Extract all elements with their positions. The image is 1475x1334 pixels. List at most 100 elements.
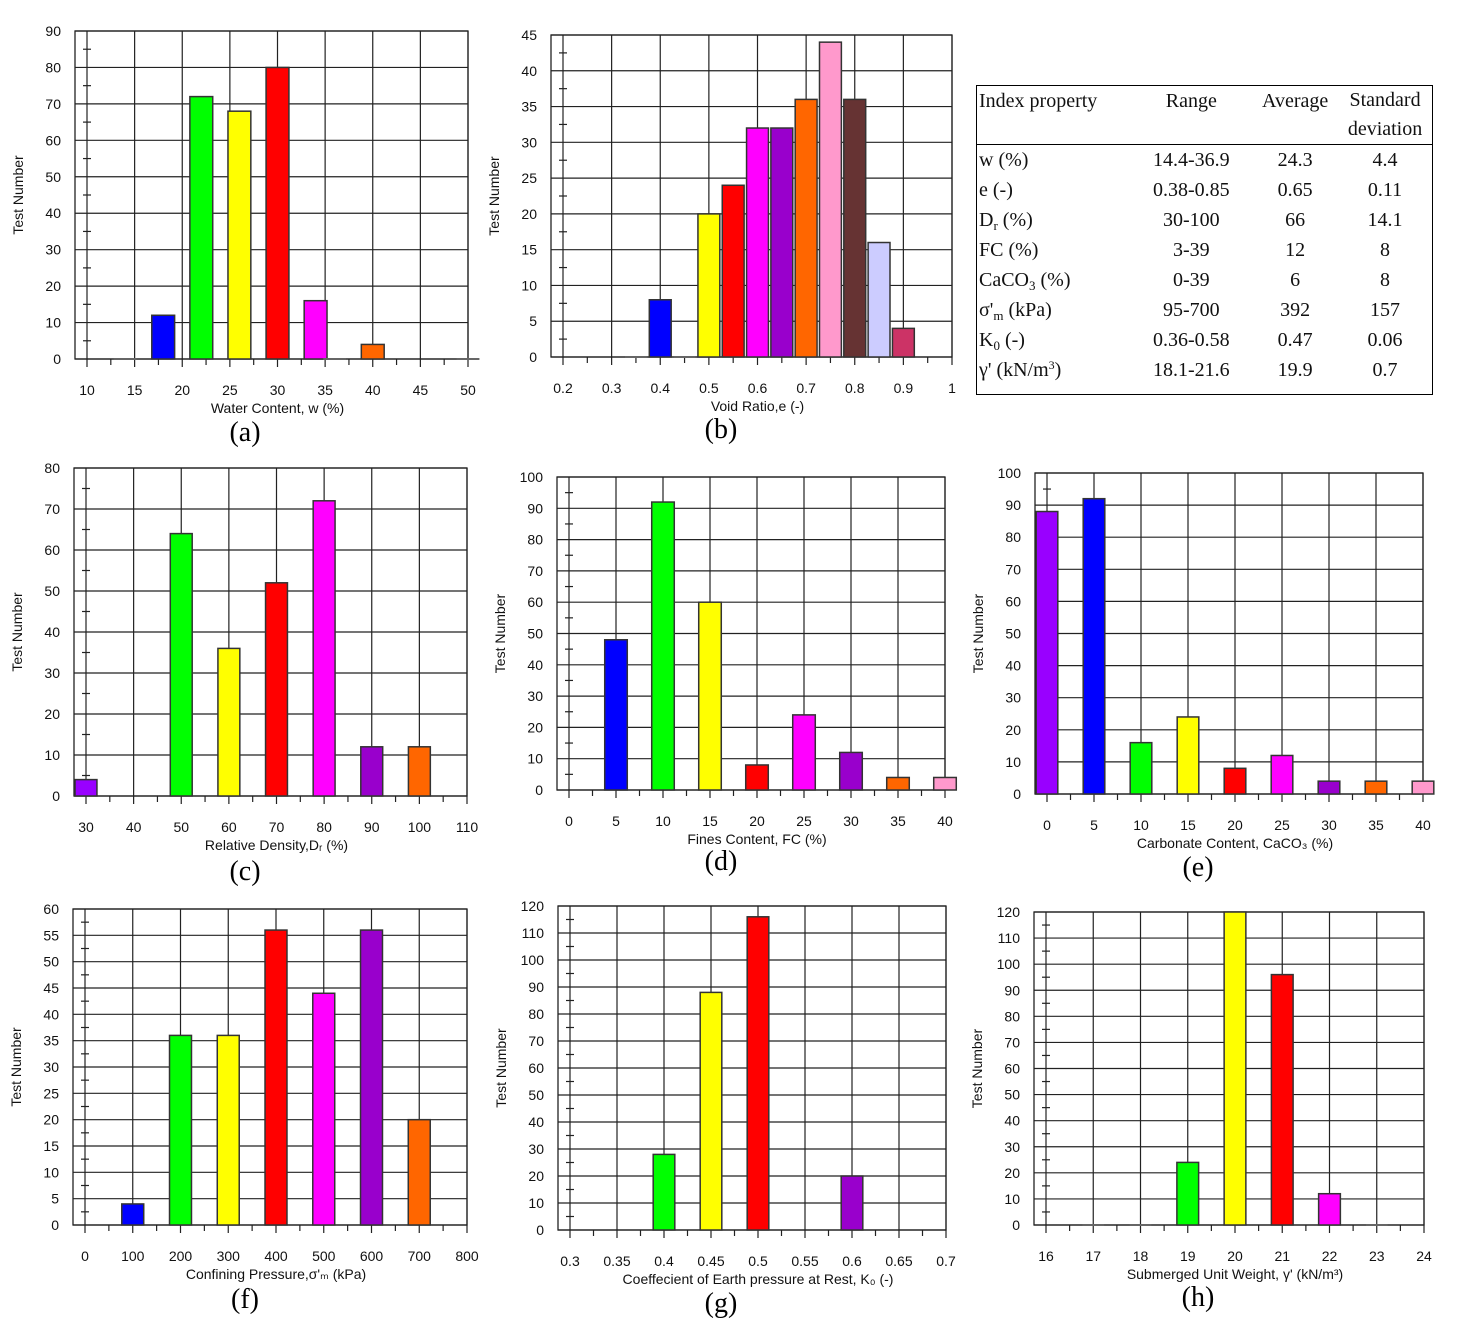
- bar: [1270, 754, 1294, 795]
- x-tick-label: 25: [1274, 817, 1290, 833]
- y-tick-label: 40: [1005, 658, 1021, 674]
- y-tick-label: 80: [45, 59, 61, 75]
- x-tick-label: 0.5: [699, 380, 719, 396]
- y-tick-label: 70: [45, 96, 61, 112]
- x-tick-label: 30: [1321, 817, 1337, 833]
- bar: [721, 184, 745, 358]
- header-index-property: Index property: [979, 90, 1098, 112]
- y-tick-label: 45: [43, 980, 59, 996]
- y-tick-label: 70: [44, 501, 60, 517]
- property-name: K0 (-): [977, 325, 1131, 355]
- bar: [840, 1175, 864, 1231]
- bar: [697, 213, 721, 358]
- x-axis-label: Water Content, w (%): [211, 400, 344, 416]
- range-cell: 95-700: [1163, 299, 1220, 321]
- y-tick-label: 110: [998, 930, 1021, 946]
- x-tick-label: 50: [173, 819, 189, 835]
- y-tick-label: 60: [528, 1060, 544, 1076]
- chart-g: 0.3 0.35 0.4 0.45 0.5 0.55 0.6 0.65 0.7 0 10 20 30 40…: [493, 898, 956, 1319]
- x-axis-label: Carbonate Content, CaCO₃ (%): [1137, 835, 1333, 851]
- y-axis-label: Test Number: [9, 592, 25, 672]
- x-tick-label: 20: [174, 382, 190, 398]
- average-cell: 392: [1280, 299, 1311, 321]
- panel-caption: (g): [705, 1288, 738, 1319]
- range-cell: 0.38-0.85: [1153, 179, 1230, 201]
- x-tick-label: 0.55: [791, 1253, 818, 1269]
- y-tick-label: 30: [528, 1141, 544, 1157]
- y-tick-label: 0: [53, 351, 61, 367]
- y-tick-label: 70: [528, 1033, 544, 1049]
- chart-c: 30 40 50 60 70 80 90 100 110 0 10 20 30 40 50 60 70 80 Rel…: [9, 460, 478, 887]
- x-tick-label: 0.7: [796, 380, 816, 396]
- x-tick-label: 45: [413, 382, 429, 398]
- std-cell: 0.11: [1367, 179, 1403, 201]
- bar: [151, 314, 176, 360]
- property-unit: (%): [993, 149, 1029, 171]
- bar: [794, 98, 818, 358]
- property-subscript: 0: [993, 338, 1000, 353]
- std-cell: 8: [1380, 269, 1391, 291]
- y-tick-label: 100: [998, 465, 1022, 481]
- property-base: K: [979, 329, 994, 351]
- panel-caption: (a): [229, 417, 260, 448]
- y-axis-label: Test Number: [8, 1027, 24, 1107]
- x-tick-label: 15: [702, 813, 718, 829]
- y-tick-label: 70: [1005, 561, 1021, 577]
- y-tick-label: 40: [44, 624, 60, 640]
- bar: [168, 1034, 193, 1226]
- panel-caption: (c): [229, 856, 260, 887]
- x-tick-label: 30: [78, 819, 94, 835]
- y-tick-label: 30: [527, 688, 543, 704]
- x-tick-label: 20: [1227, 1248, 1243, 1264]
- x-tick-label: 25: [222, 382, 238, 398]
- property-name: γ' (kN/m3): [977, 355, 1131, 385]
- y-tick-label: 40: [1004, 1113, 1020, 1129]
- bar: [603, 639, 629, 791]
- table-row: FC (%) 3-39 12 8: [977, 235, 1432, 265]
- y-tick-label: 25: [43, 1085, 59, 1101]
- y-tick-label: 110: [522, 925, 545, 941]
- y-tick-label: 10: [44, 747, 60, 763]
- y-axis-label: Test Number: [970, 593, 986, 673]
- y-tick-label: 90: [45, 23, 61, 39]
- y-tick-label: 0: [1012, 1217, 1020, 1233]
- property-subscript: r: [993, 218, 998, 233]
- x-axis-label: Fines Content, FC (%): [687, 831, 826, 847]
- table-row: σ'm (kPa) 95-700 392 157: [977, 295, 1432, 325]
- y-tick-label: 10: [1004, 1191, 1020, 1207]
- y-tick-label: 100: [997, 956, 1021, 972]
- property-unit: (kPa): [1003, 299, 1052, 321]
- average-cell: 24.3: [1277, 149, 1313, 171]
- y-tick-label: 15: [43, 1138, 59, 1154]
- x-tick-label: 80: [316, 819, 332, 835]
- bar: [121, 1203, 145, 1226]
- property-base: γ' (kN/m: [979, 359, 1049, 381]
- y-tick-label: 40: [521, 63, 537, 79]
- x-tick-label: 40: [126, 819, 142, 835]
- y-tick-label: 30: [45, 242, 61, 258]
- bar: [227, 110, 252, 360]
- y-tick-label: 20: [1005, 722, 1021, 738]
- bar: [303, 299, 328, 360]
- property-name: Dr (%): [977, 205, 1131, 235]
- y-tick-label: 0: [1013, 786, 1021, 802]
- x-tick-label: 20: [749, 813, 765, 829]
- bar: [169, 532, 193, 797]
- x-tick-label: 40: [365, 382, 381, 398]
- property-base: D: [979, 209, 994, 231]
- x-tick-label: 5: [1090, 817, 1098, 833]
- bar: [746, 916, 770, 1231]
- y-tick-label: 100: [520, 469, 544, 485]
- y-tick-label: 20: [1004, 1165, 1020, 1181]
- panel-caption: (b): [705, 414, 738, 445]
- chart-a: 10 15 20 25 30 35 40 45 50 0 10 20 30 40 50 60 70 80 90 Wat…: [10, 23, 480, 448]
- x-tick-label: 40: [937, 813, 953, 829]
- y-tick-label: 10: [527, 751, 543, 767]
- bar: [699, 991, 723, 1231]
- y-tick-label: 10: [45, 315, 61, 331]
- bar: [1223, 911, 1247, 1226]
- average-cell: 0.65: [1277, 179, 1313, 201]
- bar: [843, 98, 867, 358]
- x-tick-label: 600: [360, 1248, 384, 1264]
